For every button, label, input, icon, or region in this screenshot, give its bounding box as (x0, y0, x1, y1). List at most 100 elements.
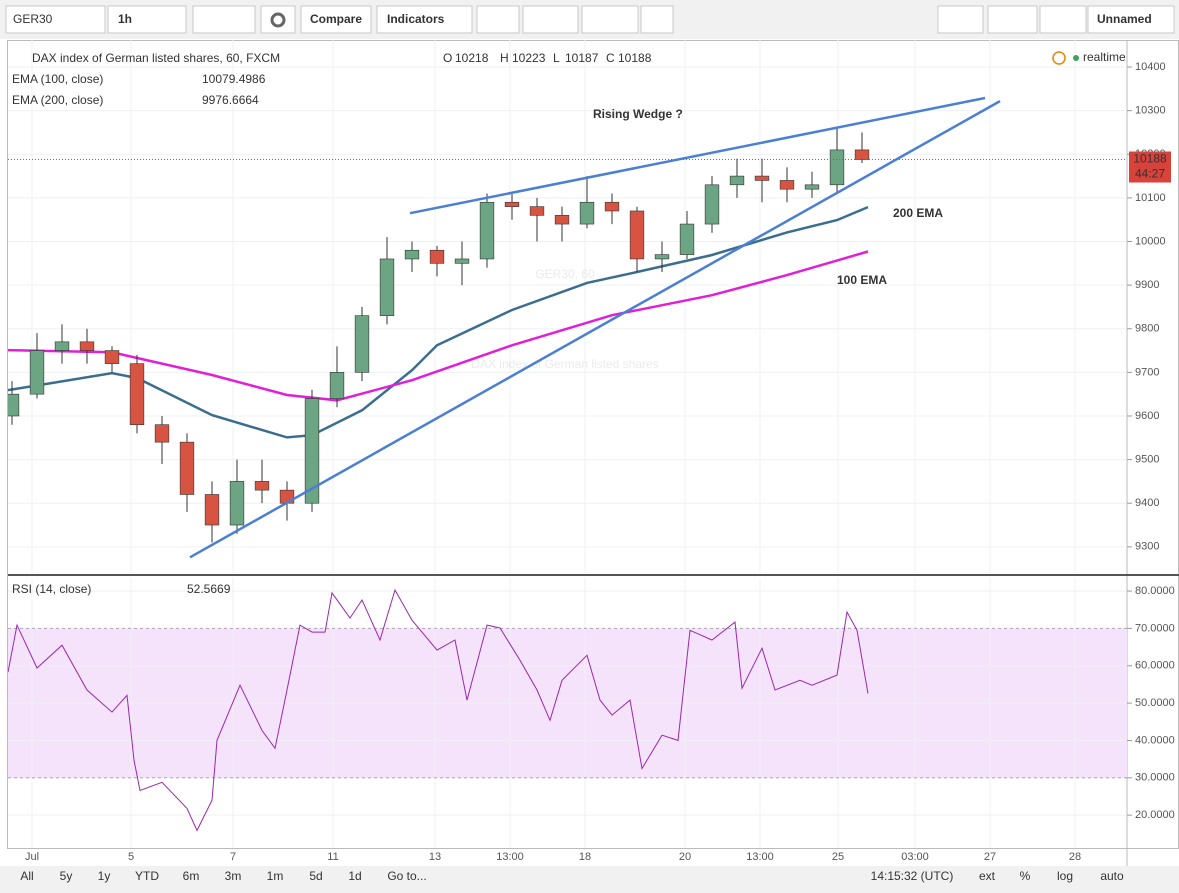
candle-body (329, 372, 345, 399)
interval-box[interactable] (107, 5, 187, 34)
candle-body (154, 424, 170, 443)
undo-redo[interactable] (581, 5, 639, 34)
candle-body (229, 481, 245, 526)
option-btn[interactable]: auto (1100, 869, 1124, 883)
candle-body (179, 441, 195, 495)
range-btn[interactable]: 1m (267, 869, 284, 883)
watermark: GER30, 60 (535, 267, 595, 281)
range-btn[interactable]: YTD (135, 869, 159, 883)
legend-name: EMA (200, close) (12, 93, 103, 107)
layout-name[interactable]: Unnamed (1097, 12, 1152, 26)
line (8, 588, 869, 832)
candle-body (379, 258, 395, 316)
candle-body (454, 258, 470, 264)
symbol[interactable]: GER30 (13, 12, 53, 26)
chart-style[interactable] (192, 5, 256, 34)
y-tick-label: 9400 (1135, 497, 1159, 509)
y-tick-label: 20.0000 (1135, 809, 1175, 821)
ohlc-value: 10223 (512, 51, 546, 65)
legend-name: EMA (100, close) (12, 72, 103, 86)
y-tick-label: 80.0000 (1135, 585, 1175, 597)
candle-body (479, 201, 495, 260)
candle-body (829, 149, 845, 186)
x-tick-label: Jul (25, 851, 39, 863)
range-btn[interactable]: 1d (348, 869, 361, 883)
y-tick-label: 10000 (1135, 235, 1166, 247)
layout-name-box[interactable] (1087, 5, 1175, 34)
y-tick-label: 9800 (1135, 323, 1159, 335)
settings[interactable] (260, 5, 296, 34)
fullscreen[interactable] (640, 5, 674, 34)
candle-body (429, 249, 445, 264)
clock: 14:15:32 (UTC) (871, 869, 954, 883)
y-tick-label: 60.0000 (1135, 660, 1175, 672)
candle-body (704, 184, 720, 225)
y-tick-label: 10300 (1135, 105, 1166, 117)
y-tick-label: 9500 (1135, 454, 1159, 466)
range-btn[interactable]: All (20, 869, 33, 883)
compare-btn[interactable] (300, 5, 372, 34)
goto[interactable]: Go to... (387, 869, 426, 883)
line (8, 205, 869, 439)
candle-body (854, 149, 870, 160)
candle-body (604, 201, 620, 212)
interval[interactable]: 1h (118, 12, 132, 26)
candle-body (204, 494, 220, 526)
y-tick-label: 9700 (1135, 366, 1159, 378)
ohlc-value: 10187 (565, 51, 599, 65)
x-tick-label: 03:00 (901, 851, 929, 863)
x-tick-label: 27 (984, 851, 996, 863)
alert-btn[interactable] (476, 5, 520, 34)
candle-body (754, 175, 770, 181)
y-tick-label: 30.0000 (1135, 772, 1175, 784)
range-btn[interactable]: 1y (98, 869, 111, 883)
range-btn[interactable]: 5y (60, 869, 73, 883)
ideas-btn[interactable] (522, 5, 579, 34)
indicators-btn[interactable] (376, 5, 473, 34)
candle-body (554, 215, 570, 225)
candle-body (779, 180, 795, 190)
gear-icon (270, 12, 286, 28)
range-btn[interactable]: 6m (183, 869, 200, 883)
save-btn[interactable] (1039, 5, 1087, 34)
trendline (409, 96, 986, 215)
x-tick-label: 11 (327, 851, 338, 863)
ohlc-letter: H (500, 51, 509, 65)
candle-body (804, 184, 820, 190)
annotation: Rising Wedge ? (593, 107, 683, 121)
indicators[interactable]: Indicators (387, 12, 445, 26)
warning-icon (1052, 51, 1066, 65)
option-btn[interactable]: % (1020, 869, 1031, 883)
candle-body (679, 223, 695, 255)
candle-body (529, 206, 545, 216)
symbol-box[interactable] (5, 5, 106, 34)
status: realtime (1083, 50, 1126, 64)
load-btn[interactable] (987, 5, 1038, 34)
compare[interactable]: Compare (310, 12, 362, 26)
option-btn[interactable]: ext (979, 869, 996, 883)
ohlc-value: 10218 (455, 51, 489, 65)
y-tick-label: 70.0000 (1135, 622, 1175, 634)
y-tick-label: 9600 (1135, 410, 1159, 422)
x-tick-label: 13 (429, 851, 441, 863)
footer (0, 866, 1179, 893)
candle-body (104, 350, 120, 364)
y-tick-label: 10100 (1135, 192, 1166, 204)
option-btn[interactable]: log (1057, 869, 1073, 883)
last-price: 10188 (1133, 152, 1167, 166)
range-btn[interactable]: 3m (225, 869, 242, 883)
layout-btn[interactable] (937, 5, 984, 34)
x-tick-label: 5 (128, 851, 134, 863)
candle-body (354, 315, 370, 373)
realtime-dot (1073, 55, 1079, 61)
last-price-box (1129, 151, 1171, 183)
x-tick-label: 20 (679, 851, 691, 863)
y-tick-label: 9300 (1135, 541, 1159, 553)
y-tick-label: 10400 (1135, 61, 1166, 73)
candle-body (504, 201, 520, 207)
candle-body (629, 210, 645, 260)
range-btn[interactable]: 5d (309, 869, 322, 883)
annotation: 100 EMA (837, 273, 887, 287)
annotation: 200 EMA (893, 206, 943, 220)
